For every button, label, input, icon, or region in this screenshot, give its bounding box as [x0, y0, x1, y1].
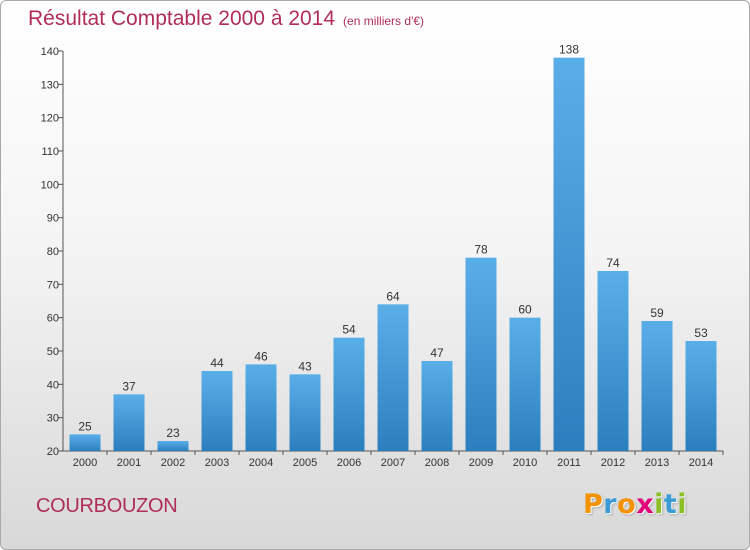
y-tick-label: 40: [47, 379, 59, 391]
y-axis: 20 30 40 50 60 70 80 90 100 110 120 130 140: [41, 46, 64, 458]
data-label-2003: 44: [210, 356, 224, 370]
y-tick-label: 20: [47, 446, 59, 458]
x-tick-label: 2014: [689, 457, 713, 469]
data-label-2008: 47: [430, 346, 444, 360]
bar-2011: [553, 57, 585, 452]
x-tick-label: 2006: [337, 457, 361, 469]
data-label-2002: 23: [166, 426, 180, 440]
bar-2000: [69, 434, 101, 451]
bar-2010: [509, 317, 541, 451]
data-label-2001: 37: [122, 379, 136, 393]
bar-2012: [597, 271, 629, 451]
chart-title-block: Résultat Comptable 2000 à 2014 (en millie…: [28, 7, 424, 31]
logo-letter: t: [663, 489, 678, 520]
logo-letter: o: [617, 489, 637, 520]
y-tick-label: 70: [47, 279, 59, 291]
x-tick-label: 2010: [513, 457, 537, 469]
proxiti-logo[interactable]: Proxiti: [583, 489, 687, 520]
y-tick-label: 80: [47, 246, 59, 258]
bar-2005: [289, 374, 321, 451]
data-label-2009: 78: [474, 243, 488, 257]
commune-name: COURBOUZON: [36, 495, 178, 517]
x-tick-label: 2002: [161, 457, 185, 469]
data-label-2012: 74: [606, 256, 620, 270]
data-label-2000: 25: [78, 419, 92, 433]
x-tick-label: 2001: [117, 457, 141, 469]
data-label-2007: 64: [386, 289, 400, 303]
x-tick-label: 2008: [425, 457, 449, 469]
bar-2013: [641, 321, 673, 451]
chart-subtitle: (en milliers d'€): [343, 14, 425, 28]
x-tick-label: 2013: [645, 457, 669, 469]
bar-2006: [333, 337, 365, 451]
bar-2009: [465, 257, 497, 451]
data-label-2014: 53: [694, 326, 708, 340]
x-tick-label: 2005: [293, 457, 317, 469]
data-label-2004: 46: [254, 349, 268, 363]
logo-letter: P: [583, 489, 604, 520]
bar-2004: [245, 364, 277, 451]
y-tick-label: 30: [47, 413, 59, 425]
x-tick-label: 2004: [249, 457, 273, 469]
y-tick-label: 120: [41, 113, 59, 125]
x-tick-label: 2009: [469, 457, 493, 469]
y-tick-label: 60: [47, 313, 59, 325]
y-tick-label: 140: [41, 46, 59, 58]
logo-letter: x: [636, 489, 655, 520]
bar-2002: [157, 441, 189, 451]
data-label-2006: 54: [342, 323, 356, 337]
bar-2008: [421, 361, 453, 451]
chart-title: Résultat Comptable 2000 à 2014: [28, 7, 336, 30]
value-labels: 25 37 23 44 46 43 54 64 47 78 60 138 74 59 53: [78, 43, 708, 440]
x-axis: 2000 2001 2002 2003 2004 2005 2006 2007 2008 2009…: [63, 450, 724, 469]
bars: [69, 57, 717, 452]
x-tick-label: 2012: [601, 457, 625, 469]
bar-2014: [685, 341, 717, 451]
y-tick-label: 110: [41, 146, 59, 158]
x-tick-label: 2003: [205, 457, 229, 469]
y-tick-label: 100: [41, 179, 59, 191]
data-label-2010: 60: [518, 303, 532, 317]
x-tick-label: 2011: [557, 457, 581, 469]
x-tick-label: 2007: [381, 457, 405, 469]
data-label-2013: 59: [650, 306, 664, 320]
logo-letter: r: [603, 489, 618, 520]
y-tick-label: 50: [47, 346, 59, 358]
y-tick-label: 90: [47, 213, 59, 225]
bar-2007: [377, 304, 409, 451]
bar-2001: [113, 394, 145, 451]
logo-letter: i: [677, 489, 688, 520]
data-label-2005: 43: [298, 359, 312, 373]
y-tick-label: 130: [41, 79, 59, 91]
logo-letter: i: [654, 489, 664, 520]
data-label-2011: 138: [559, 43, 579, 57]
x-tick-label: 2000: [73, 457, 97, 469]
bar-2003: [201, 371, 233, 451]
